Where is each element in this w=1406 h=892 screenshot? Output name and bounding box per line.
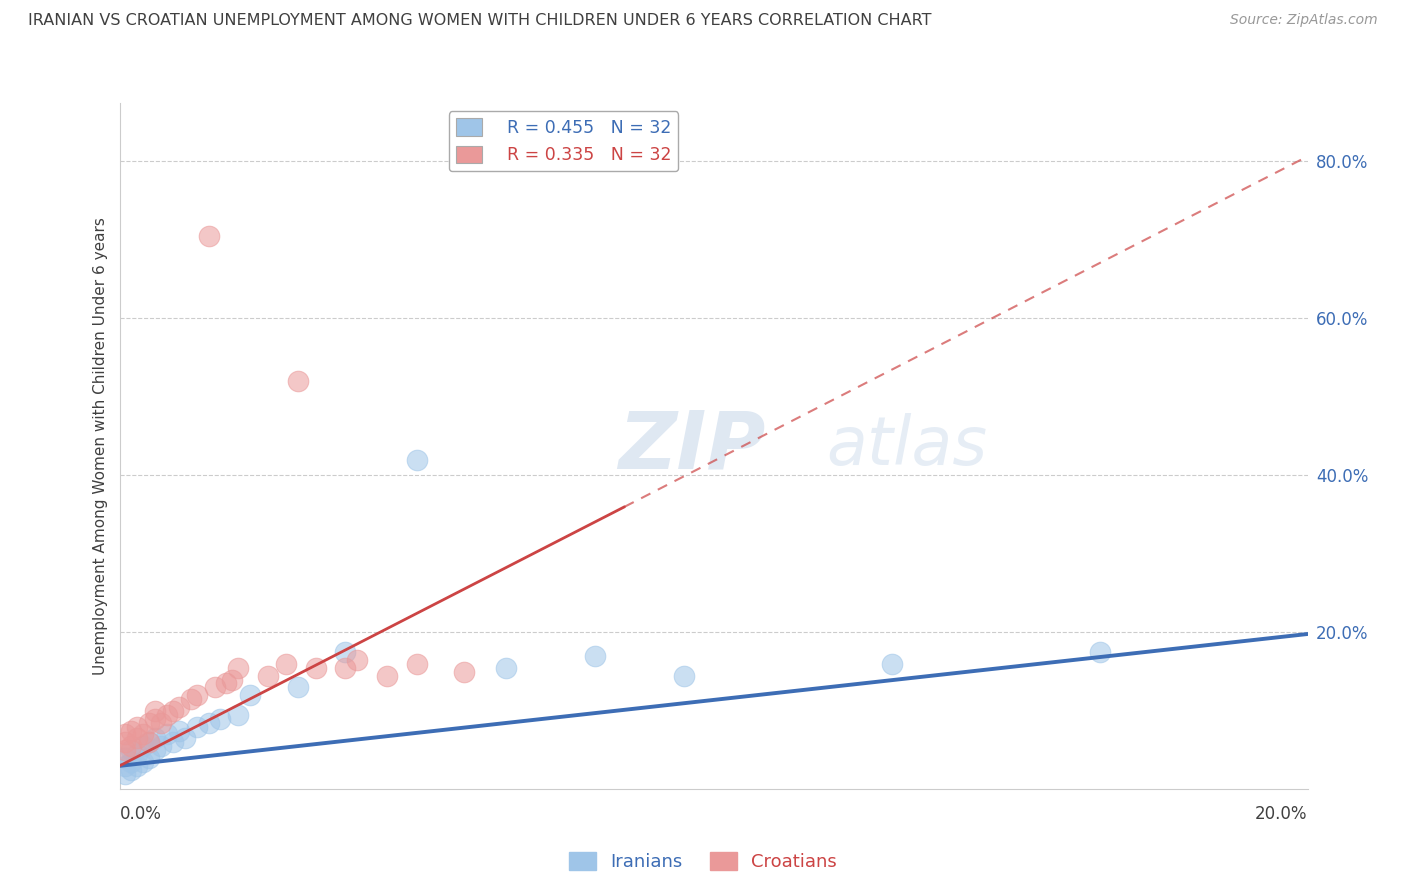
Point (143, 712, 166, 726)
Point (150, 715, 173, 730)
Point (114, 743, 136, 757)
Point (167, 723, 190, 738)
Point (120, 743, 142, 757)
Point (180, 692, 202, 706)
Point (287, 374, 309, 388)
Point (453, 665, 475, 679)
Point (228, 661, 250, 675)
Point (672, 668, 695, 682)
Point (186, 688, 208, 702)
Text: atlas: atlas (827, 413, 987, 479)
Point (138, 715, 160, 730)
Point (215, 676, 238, 690)
Point (120, 763, 142, 777)
Point (221, 673, 243, 687)
Point (156, 727, 179, 741)
Point (197, 229, 219, 244)
Text: Source: ZipAtlas.com: Source: ZipAtlas.com (1230, 13, 1378, 28)
Point (132, 739, 155, 754)
Point (120, 739, 142, 754)
Point (173, 731, 195, 746)
Point (132, 727, 155, 741)
Point (138, 751, 160, 765)
Point (143, 704, 166, 718)
Point (156, 707, 179, 722)
Point (167, 700, 190, 714)
Point (1088, 645, 1111, 659)
Point (127, 747, 149, 761)
Point (120, 723, 142, 738)
Point (239, 688, 262, 702)
Legend:   R = 0.455   N = 32,   R = 0.335   N = 32: R = 0.455 N = 32, R = 0.335 N = 32 (449, 112, 678, 171)
Point (287, 681, 309, 695)
Point (335, 645, 357, 659)
Point (346, 653, 368, 667)
Point (114, 735, 136, 749)
Point (127, 720, 149, 734)
Text: 20.0%: 20.0% (1256, 805, 1308, 822)
Point (495, 661, 517, 675)
Point (114, 751, 136, 765)
Point (335, 661, 357, 675)
Point (150, 739, 173, 754)
Point (120, 755, 142, 769)
Point (143, 731, 166, 746)
Point (405, 657, 427, 671)
Legend: Iranians, Croatians: Iranians, Croatians (562, 845, 844, 879)
Point (186, 720, 208, 734)
Point (127, 731, 149, 746)
Point (204, 681, 226, 695)
Point (304, 661, 326, 675)
Point (197, 715, 219, 730)
Point (162, 735, 184, 749)
Text: 0.0%: 0.0% (120, 805, 162, 822)
Y-axis label: Unemployment Among Women with Children Under 6 years: Unemployment Among Women with Children U… (93, 217, 108, 675)
Point (114, 759, 136, 773)
Point (114, 727, 136, 741)
Point (257, 668, 280, 682)
Point (228, 707, 250, 722)
Text: IRANIAN VS CROATIAN UNEMPLOYMENT AMONG WOMEN WITH CHILDREN UNDER 6 YEARS CORRELA: IRANIAN VS CROATIAN UNEMPLOYMENT AMONG W… (28, 13, 932, 29)
Point (132, 755, 155, 769)
Point (114, 766, 136, 780)
Point (375, 668, 398, 682)
Point (127, 759, 149, 773)
Point (162, 704, 184, 718)
Point (209, 712, 232, 726)
Point (274, 657, 297, 671)
Point (138, 735, 160, 749)
Point (880, 657, 903, 671)
Point (143, 743, 166, 757)
Point (583, 648, 606, 663)
Point (405, 452, 427, 467)
Point (138, 735, 160, 749)
Text: ZIP: ZIP (619, 407, 766, 485)
